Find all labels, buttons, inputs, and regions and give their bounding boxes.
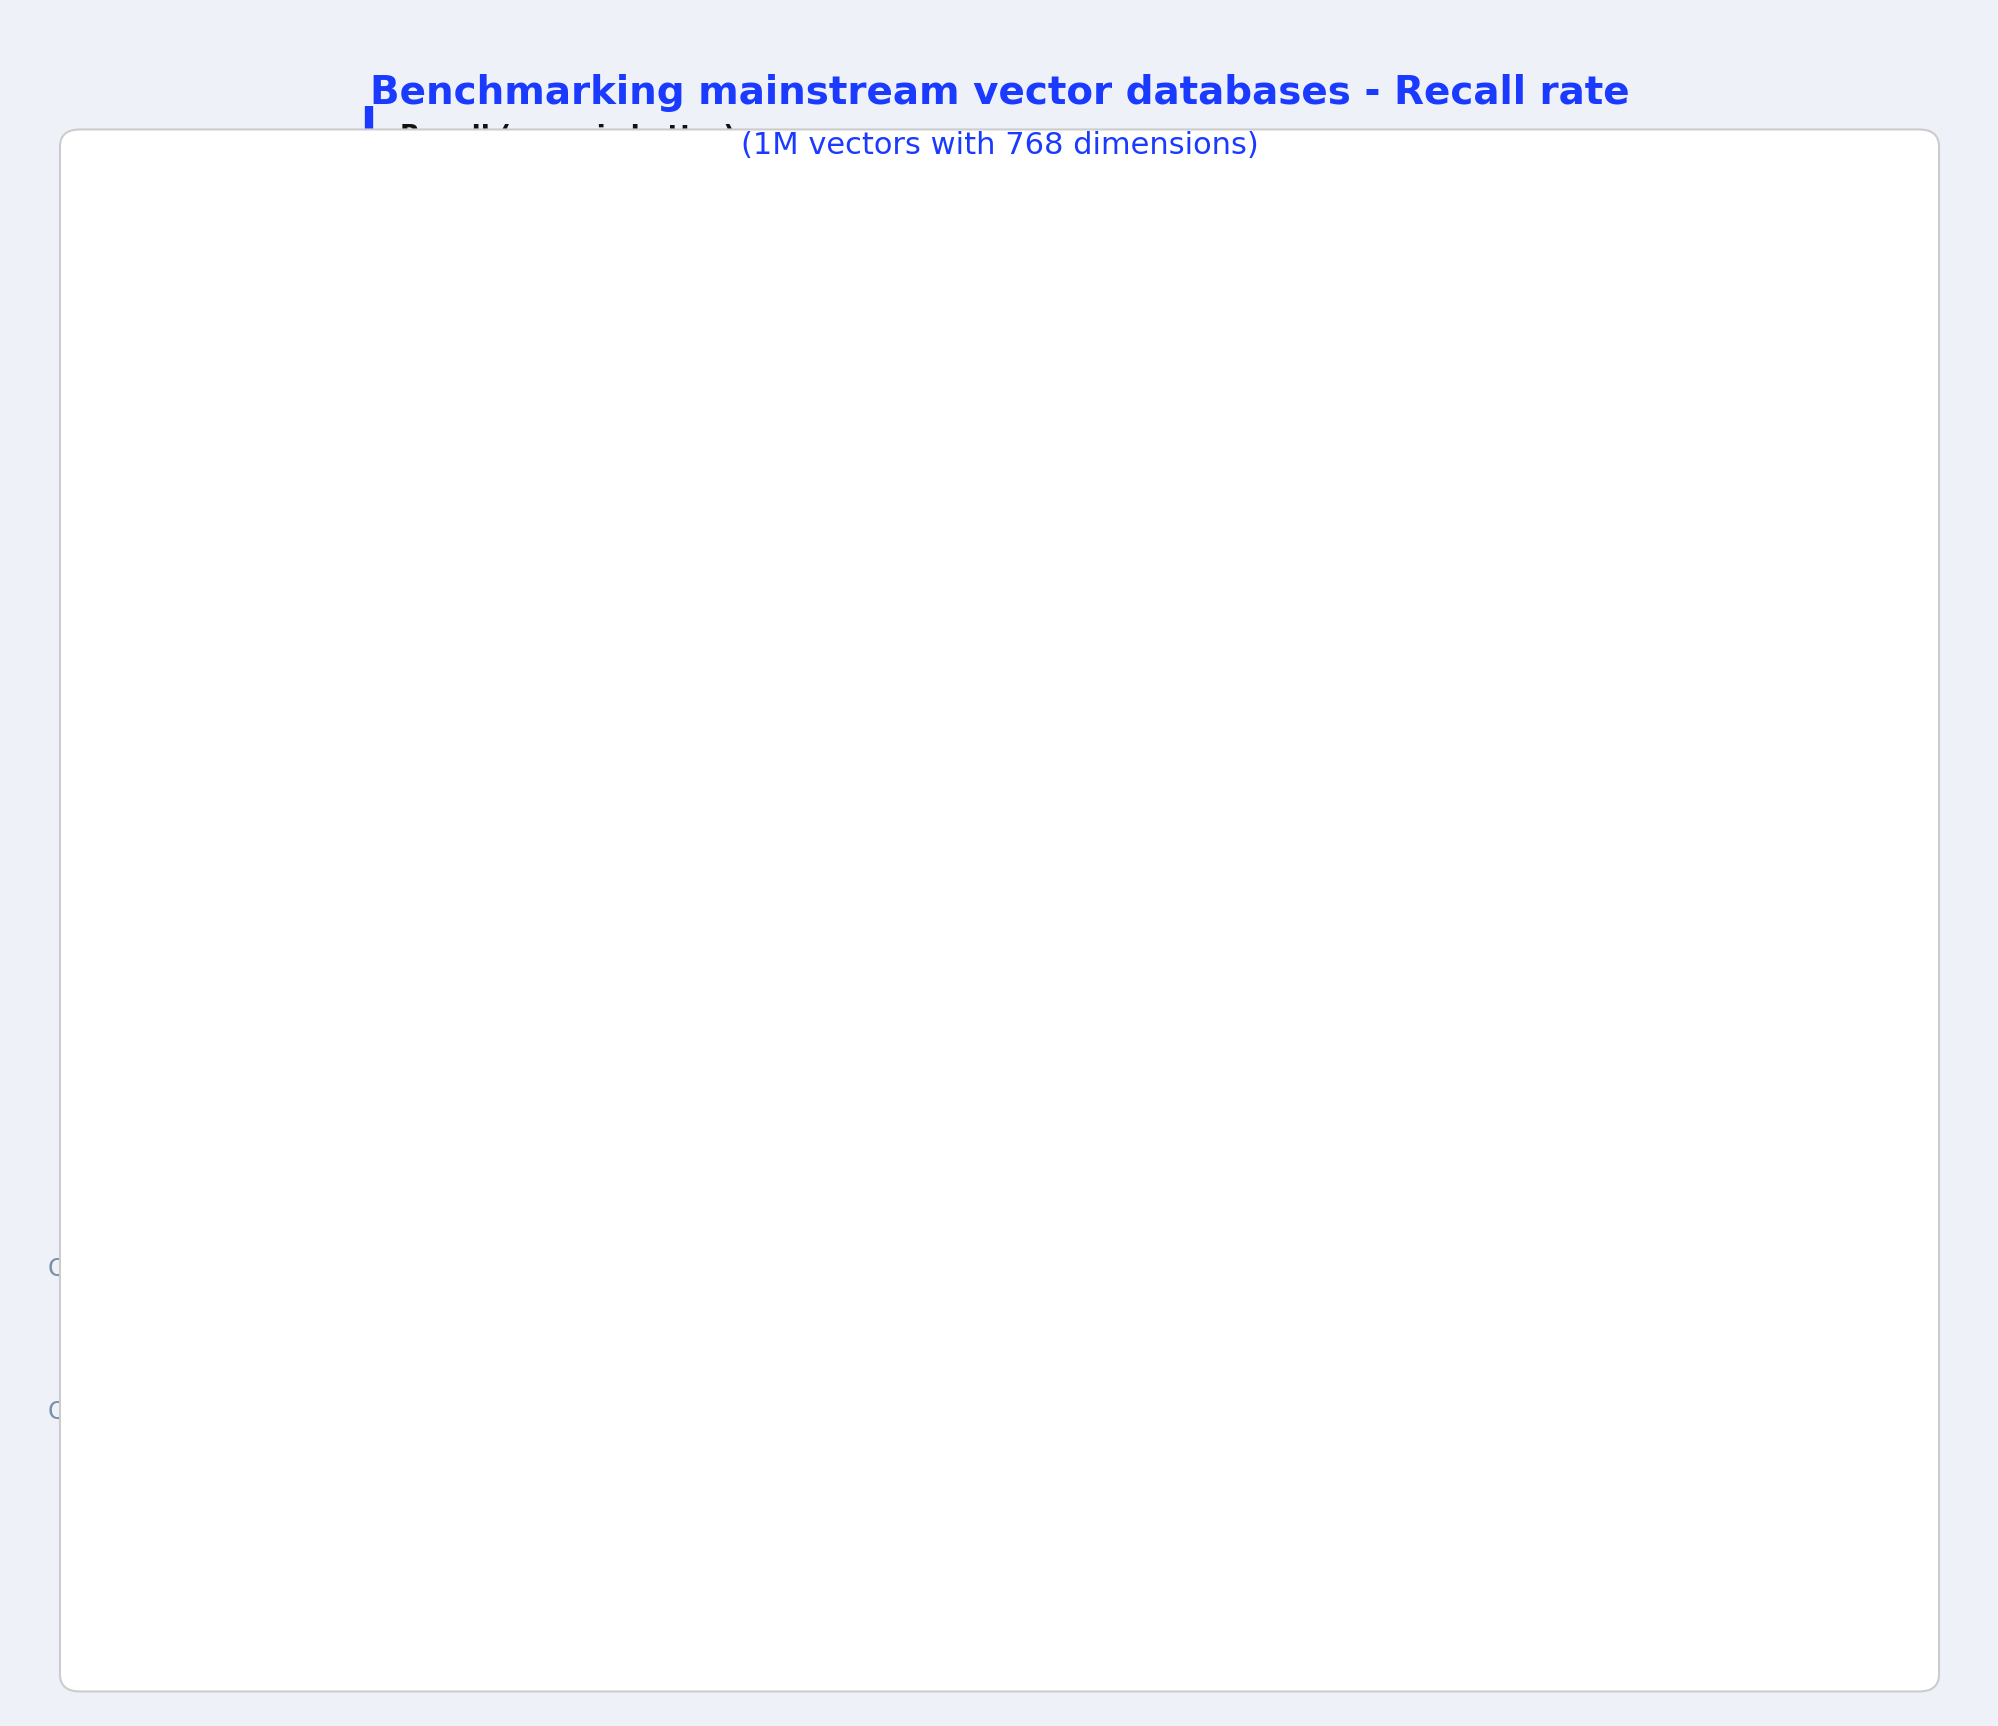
Text: 0.9867: 0.9867 xyxy=(1674,540,1756,564)
Bar xyxy=(0,1533,619,1572)
Bar xyxy=(0,1032,1133,1072)
Bar xyxy=(0,1105,1107,1143)
Text: 0.8737: 0.8737 xyxy=(627,1541,709,1565)
Text: 0.9262: 0.9262 xyxy=(1113,1112,1197,1136)
Bar xyxy=(0,889,1293,929)
Text: 0.9213: 0.9213 xyxy=(1069,1184,1151,1206)
Bar xyxy=(0,1175,1061,1215)
Bar xyxy=(0,388,1706,428)
Bar xyxy=(0,1319,769,1358)
Text: 0.991: 0.991 xyxy=(1714,254,1782,278)
Text: 0.9888: 0.9888 xyxy=(1694,468,1776,492)
Bar xyxy=(0,747,1538,785)
Bar xyxy=(0,318,1706,357)
Bar xyxy=(0,675,1604,715)
Bar xyxy=(0,604,1612,642)
Bar xyxy=(0,247,1706,285)
Bar xyxy=(0,961,1281,1001)
Text: (1M vectors with 768 dimensions): (1M vectors with 768 dimensions) xyxy=(739,131,1259,161)
Bar xyxy=(0,1389,759,1429)
Text: 0.9463: 0.9463 xyxy=(1301,898,1383,922)
Text: 0.9799: 0.9799 xyxy=(1612,683,1694,706)
Text: 0.9507: 0.9507 xyxy=(1341,825,1423,849)
Bar xyxy=(0,1248,773,1286)
Text: 0.8898: 0.8898 xyxy=(775,1326,859,1350)
Bar xyxy=(0,1462,679,1502)
Text: 0.9728: 0.9728 xyxy=(1546,754,1628,778)
Bar xyxy=(0,1605,619,1643)
Text: 0.8737: 0.8737 xyxy=(627,1612,709,1636)
Bar xyxy=(0,532,1666,571)
Text: 0.9909: 0.9909 xyxy=(1714,397,1796,421)
Bar xyxy=(0,818,1333,858)
Text: Recall (more is better): Recall (more is better) xyxy=(400,124,735,150)
Text: 0.9291: 0.9291 xyxy=(1141,1041,1223,1065)
Text: 0.8887: 0.8887 xyxy=(765,1398,849,1422)
Text: Benchmarking mainstream vector databases - Recall rate: Benchmarking mainstream vector databases… xyxy=(370,74,1628,112)
Text: 0.9807: 0.9807 xyxy=(1618,611,1700,635)
Text: 0.9909: 0.9909 xyxy=(1714,324,1796,349)
Bar xyxy=(0,461,1686,501)
Text: 0.945: 0.945 xyxy=(1289,968,1355,992)
Text: 0.8903: 0.8903 xyxy=(781,1255,863,1279)
Text: 0.8801: 0.8801 xyxy=(685,1469,769,1493)
